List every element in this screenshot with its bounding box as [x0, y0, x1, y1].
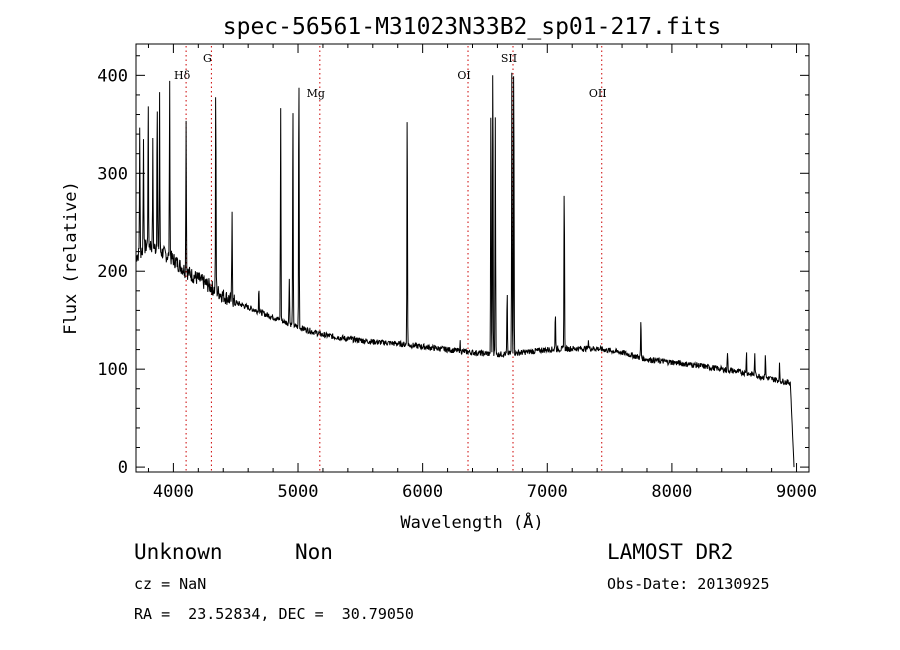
y-axis-ticks: 0 100 200 300 400	[97, 55, 809, 478]
y-axis-label: Flux (relative)	[61, 181, 81, 335]
spectral-class: Unknown	[134, 540, 223, 564]
marker-lines: Hδ G Mg OI SII OII	[174, 46, 607, 472]
marker-label: G	[203, 52, 212, 65]
marker-label: OII	[589, 87, 607, 100]
marker-label: Mg	[307, 87, 325, 100]
x-tick-label: 7000	[527, 482, 568, 502]
x-tick-label: 5000	[278, 482, 319, 502]
y-tick-label: 0	[118, 458, 128, 478]
chart-title: spec-56561-M31023N33B2_sp01-217.fits	[223, 14, 722, 40]
y-tick-label: 300	[97, 164, 128, 184]
y-tick-label: 200	[97, 262, 128, 282]
coordinates-text: RA = 23.52834, DEC = 30.79050	[134, 605, 414, 623]
x-tick-label: 6000	[402, 482, 443, 502]
x-axis-label: Wavelength (Å)	[400, 511, 543, 533]
y-tick-label: 100	[97, 360, 128, 380]
marker-label: Hδ	[174, 69, 191, 82]
x-axis-ticks: 4000 5000 6000 7000 8000 9000	[147, 44, 817, 502]
x-tick-label: 9000	[776, 482, 817, 502]
spectral-subclass: Non	[295, 540, 333, 564]
spectrum-series-line	[135, 72, 795, 468]
y-tick-label: 400	[97, 66, 128, 86]
redshift-text: cz = NaN	[134, 575, 207, 593]
survey-name: LAMOST DR2	[607, 540, 734, 564]
marker-label: OI	[457, 69, 470, 82]
plot-frame	[135, 43, 810, 473]
x-tick-label: 4000	[153, 482, 194, 502]
observation-date: Obs-Date: 20130925	[607, 575, 770, 593]
x-tick-label: 8000	[651, 482, 692, 502]
marker-label: SII	[501, 52, 517, 65]
